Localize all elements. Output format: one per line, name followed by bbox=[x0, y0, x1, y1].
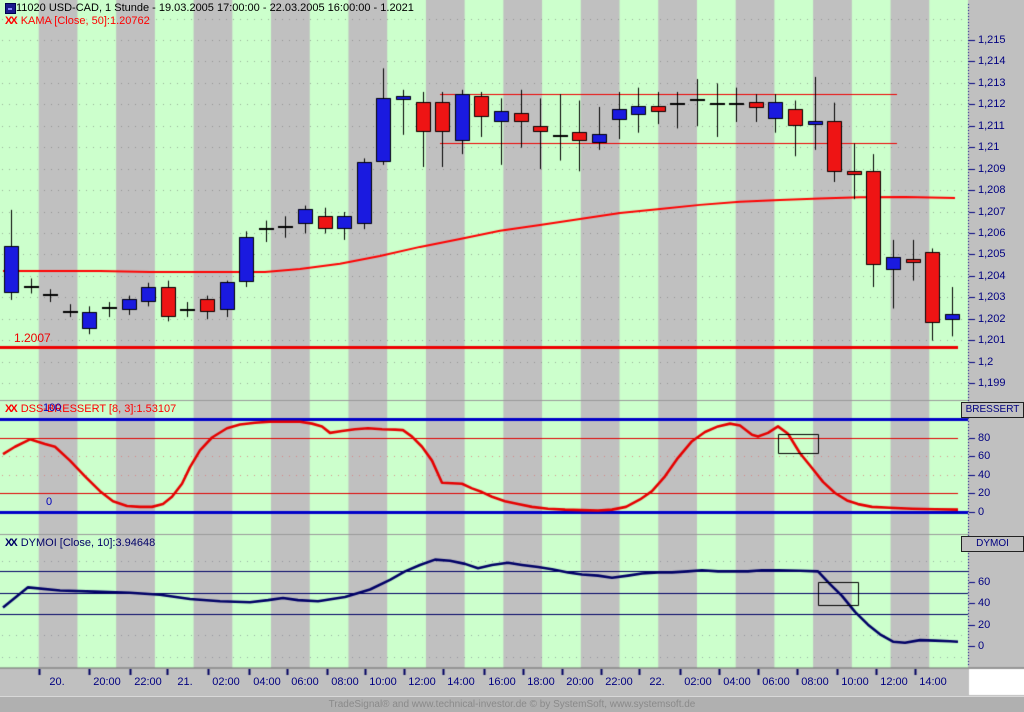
dymoi-axis-tag[interactable]: DYMOI bbox=[961, 536, 1024, 552]
price-axis-label: 1,206 bbox=[978, 226, 1006, 239]
kama-indicator-label[interactable]: XX KAMA [Close, 50]:1.20762 bbox=[5, 15, 150, 27]
price-axis-label: 1,215 bbox=[978, 34, 1006, 46]
dymoi-label-text: DYMOI [Close, 10]:3.94648 bbox=[20, 537, 156, 549]
time-axis-label: 21. bbox=[177, 676, 193, 688]
stoch-level-100-label: 100 bbox=[43, 402, 62, 414]
price-axis-label: 1,213 bbox=[978, 76, 1006, 89]
time-axis-label: 10:00 bbox=[369, 676, 397, 688]
time-axis-label: 06:00 bbox=[291, 676, 319, 688]
indicator-xx-icon: XX bbox=[5, 537, 18, 549]
time-axis-label: 14:00 bbox=[447, 676, 475, 688]
time-axis-label: 14:00 bbox=[919, 676, 947, 688]
stoch-axis-label: 60 bbox=[978, 450, 991, 462]
price-axis-label: 1,202 bbox=[978, 312, 1006, 325]
stoch-level-0-label: 0 bbox=[46, 496, 53, 508]
stoch-axis-label: 0 bbox=[978, 505, 985, 518]
time-axis-label: 18:00 bbox=[527, 676, 555, 688]
time-axis-label: 22:00 bbox=[605, 676, 633, 688]
price-axis-label: 1,212 bbox=[978, 98, 1006, 111]
window-icon bbox=[5, 3, 16, 14]
time-axis-label: 16:00 bbox=[488, 676, 516, 688]
price-axis-label: 1,203 bbox=[978, 291, 1006, 304]
dymoi-axis-label: 20 bbox=[978, 618, 991, 631]
price-axis-label: 1,199 bbox=[978, 377, 1006, 390]
time-axis-label: 08:00 bbox=[801, 676, 829, 688]
support-line-price-label: 1.2007 bbox=[14, 331, 51, 345]
time-axis-label: 04:00 bbox=[723, 676, 751, 688]
stoch-axis-label: 80 bbox=[978, 431, 991, 444]
time-axis-label: 02:00 bbox=[684, 676, 712, 688]
dymoi-axis-label: 0 bbox=[978, 640, 985, 652]
bressert-indicator-label[interactable]: XX DSS-BRESSERT [8, 3]:1.53107 bbox=[5, 403, 176, 415]
indicator-xx-icon: XX bbox=[5, 403, 18, 415]
time-axis-label: 12:00 bbox=[880, 676, 908, 688]
price-axis-label: 1,21 bbox=[978, 141, 1000, 154]
price-axis-label: 1,207 bbox=[978, 205, 1006, 218]
time-axis-label: 20:00 bbox=[93, 676, 121, 688]
time-axis-label: 06:00 bbox=[762, 676, 790, 688]
kama-label-text: KAMA [Close, 50]:1.20762 bbox=[20, 15, 150, 27]
time-axis-label: 02:00 bbox=[212, 676, 240, 688]
dymoi-axis-label: 40 bbox=[978, 597, 991, 610]
dymoi-indicator-label[interactable]: XX DYMOI [Close, 10]:3.94648 bbox=[5, 537, 155, 549]
price-axis-label: 1,214 bbox=[978, 55, 1006, 68]
bressert-axis-tag[interactable]: BRESSERT bbox=[961, 402, 1024, 418]
time-axis-label: 22. bbox=[649, 676, 665, 688]
bressert-label-text: DSS-BRESSERT [8, 3]:1.53107 bbox=[20, 403, 177, 415]
price-axis-label: 1,201 bbox=[978, 334, 1006, 347]
time-axis-label: 22:00 bbox=[134, 676, 162, 688]
price-axis-label: 1,205 bbox=[978, 248, 1006, 261]
time-axis-label: 12:00 bbox=[408, 676, 436, 688]
price-axis-label: 1,209 bbox=[978, 162, 1006, 175]
stoch-axis-label: 20 bbox=[978, 487, 991, 499]
price-axis-label: 1,211 bbox=[978, 119, 1005, 132]
time-axis-label: 20. bbox=[49, 676, 65, 688]
chart-title: 11020 USD-CAD, 1 Stunde - 19.03.2005 17:… bbox=[16, 2, 414, 14]
price-axis-label: 1,208 bbox=[978, 184, 1006, 197]
indicator-xx-icon: XX bbox=[5, 15, 18, 27]
watermark-text: TradeSignal® and www.technical-investor.… bbox=[0, 696, 1024, 712]
time-axis-label: 08:00 bbox=[331, 676, 359, 688]
time-axis-label: 20:00 bbox=[566, 676, 594, 688]
time-axis-label: 04:00 bbox=[253, 676, 281, 688]
price-axis-label: 1,2 bbox=[978, 355, 994, 368]
stoch-axis-label: 40 bbox=[978, 468, 991, 481]
dymoi-axis-label: 60 bbox=[978, 576, 991, 588]
time-axis-label: 10:00 bbox=[841, 676, 869, 688]
price-axis-label: 1,204 bbox=[978, 269, 1006, 282]
